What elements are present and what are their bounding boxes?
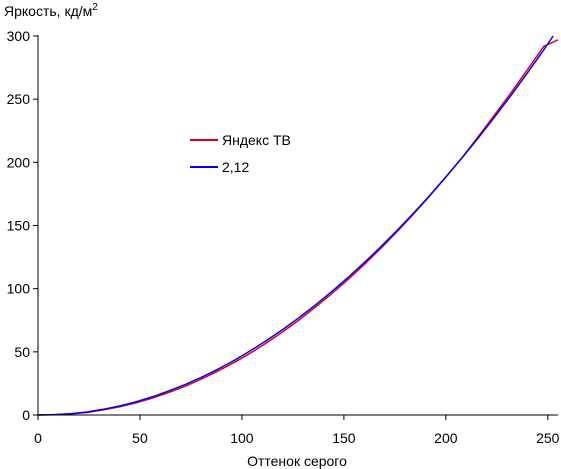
- y-tick-label: 0: [22, 407, 30, 423]
- x-tick-label: 0: [34, 430, 42, 446]
- series-line-1: [37, 35, 554, 416]
- plot-lines: [37, 35, 559, 416]
- y-tick-label: 50: [14, 344, 30, 360]
- legend-label-0: Яндекс ТВ: [222, 132, 291, 148]
- y-tick-label: 300: [7, 28, 31, 44]
- x-tick-label: 50: [132, 430, 148, 446]
- legend-label-1: 2,12: [222, 159, 249, 175]
- y-tick-label: 100: [7, 281, 31, 297]
- x-tick-label: 200: [434, 430, 458, 446]
- x-tick-label: 100: [230, 430, 254, 446]
- legend: Яндекс ТВ 2,12: [190, 132, 291, 175]
- axes: 0 50 100 150 200 250 300 0 50 100 150 200 250: [7, 28, 560, 446]
- y-tick-label: 150: [7, 218, 31, 234]
- x-axis-label: Оттенок серого: [247, 453, 347, 469]
- series-line-0: [37, 39, 559, 416]
- y-tick-label: 200: [7, 154, 31, 170]
- y-axis-label: Яркость, кд/м2: [4, 2, 98, 19]
- x-tick-label: 250: [536, 430, 560, 446]
- x-tick-label: 150: [332, 430, 356, 446]
- y-tick-label: 250: [7, 91, 31, 107]
